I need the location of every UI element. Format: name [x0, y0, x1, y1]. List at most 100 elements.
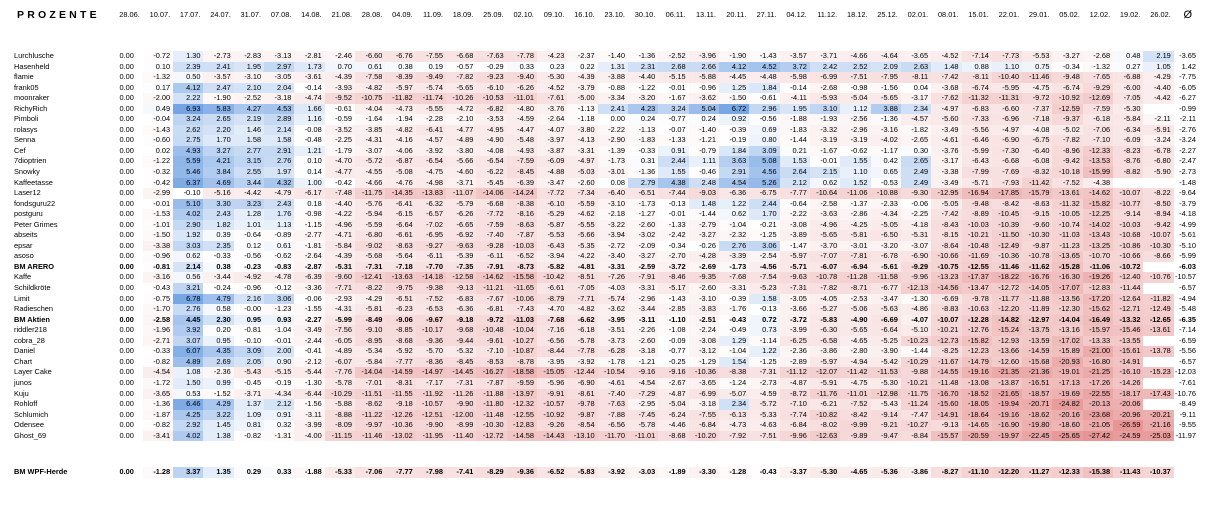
table-cell: -3.62 — [688, 93, 719, 104]
table-cell: -7.72 — [476, 209, 507, 220]
table-cell: -3.07 — [355, 145, 386, 157]
column-header: 17.07. — [179, 10, 201, 19]
table-cell: -5.78 — [324, 377, 356, 389]
table-cell: 0.80 — [749, 135, 780, 146]
table-cell: -9.30 — [900, 188, 932, 199]
table-cell: 0.92 — [718, 114, 750, 125]
table-cell: 1.38 — [203, 430, 234, 442]
table-cell: -21.16 — [1143, 420, 1174, 431]
table-row: abseits 0.00 -1.50 1.92 0.39 -0.64 -0.89 -2.77-… — [0, 230, 1216, 241]
table-cell: -2.60 — [688, 283, 719, 294]
table-row: junos 0.00 -1.72 1.50 0.99 -0.45 -0.19 -1.30 -5.… — [0, 377, 1216, 389]
table-cell: 1.22 — [718, 198, 750, 210]
table-cell: -3.37 — [779, 467, 810, 478]
table-cell: -6.10 — [476, 82, 507, 94]
row-name: Lurchlusche — [14, 51, 54, 60]
table-cell: 0.00 — [119, 209, 134, 219]
table-cell: -4.90 — [476, 135, 507, 146]
table-cell: -2.59 — [627, 261, 659, 273]
table-cell: -4.82 — [385, 124, 416, 136]
row-average: -3.24 — [1179, 135, 1196, 145]
table-cell: -8.88 — [324, 409, 356, 421]
table-cell: 2.62 — [173, 124, 204, 136]
table-cell: 0.00 — [119, 388, 134, 398]
table-cell: -0.26 — [699, 240, 716, 250]
table-cell: -1.52 — [203, 389, 233, 400]
table-row: Daniel 0.00 -0.33 6.07 4.35 3.09 2.00 -0.41 -4.8… — [0, 346, 1216, 357]
table-cell: -12.41 — [355, 272, 386, 284]
table-cell: -21.00 — [1082, 346, 1114, 357]
table-cell: -3.20 — [870, 240, 901, 252]
table-cell: -4.48 — [749, 72, 780, 83]
table-cell: -18.62 — [1022, 409, 1053, 421]
table-cell: -12.60 — [991, 356, 1023, 368]
table-cell: 0.00 — [119, 467, 134, 477]
table-cell: -0.62 — [274, 251, 292, 261]
table-cell: -4.90 — [840, 314, 871, 326]
table-cell: -5.88 — [688, 72, 719, 83]
table-cell: -4.57 — [900, 114, 932, 125]
table-cell: -3.30 — [688, 467, 719, 478]
table-cell: 0.39 — [203, 230, 234, 241]
column-header: 05.02. — [1059, 10, 1080, 19]
table-cell: -7.31 — [446, 377, 477, 389]
table-cell: -6.15 — [385, 209, 416, 220]
table-cell: -2.83 — [233, 51, 265, 62]
table-cell: -4.34 — [264, 388, 295, 400]
table-cell: 0.32 — [264, 420, 294, 431]
row-name: Pimboli — [14, 114, 39, 124]
table-cell: -10.54 — [597, 367, 628, 378]
table-cell: -17.13 — [1052, 377, 1083, 389]
column-header: 29.01. — [1028, 10, 1050, 19]
table-cell: -13.83 — [415, 188, 447, 199]
table-cell: -7.10 — [1082, 135, 1114, 146]
table-cell: -3.44 — [203, 272, 234, 284]
table-cell: -12.73 — [931, 335, 962, 347]
table-cell: -5.00 — [567, 93, 598, 104]
table-cell: -4.98 — [415, 177, 447, 189]
table-cell: -8.11 — [900, 72, 932, 83]
table-cell: -1.88 — [779, 114, 810, 125]
table-cell: -11.48 — [931, 377, 962, 389]
table-cell: 4.93 — [173, 145, 204, 157]
table-cell: -1.44 — [901, 346, 931, 357]
table-cell: -1.32 — [143, 72, 173, 83]
table-cell: -10.21 — [961, 230, 992, 241]
table-cell: -3.47 — [870, 293, 901, 305]
table-row: Kuju 0.00 -3.65 0.53 -1.52 -3.71 -4.34 -6.44 -10… — [0, 388, 1216, 400]
table-cell: -17.85 — [991, 188, 1023, 199]
table-cell: -1.08 — [658, 325, 688, 336]
row-name: riddler218 — [14, 325, 47, 335]
table-cell: -2.46 — [324, 51, 356, 62]
table-cell: -6.99 — [809, 72, 841, 83]
table-cell: -6.24 — [658, 409, 689, 421]
column-header: 28.08. — [361, 10, 383, 19]
table-cell: -3.49 — [931, 124, 962, 136]
table-cell: -13.97 — [506, 388, 537, 400]
table-cell: -3.86 — [809, 346, 841, 357]
table-cell: -6.05 — [324, 335, 356, 347]
table-cell: 4.56 — [749, 167, 780, 178]
row-name: Laser12 — [14, 188, 41, 198]
row-name: Odensee — [14, 420, 44, 430]
table-cell: -11.88 — [476, 388, 507, 400]
table-cell: -7.31 — [779, 283, 810, 294]
table-cell: 5.46 — [173, 167, 204, 178]
table-cell: -12.30 — [1052, 304, 1083, 315]
table-row: Kaffeetasse 0.00 -0.42 6.37 4.69 3.44 4.32 1.00… — [0, 177, 1216, 189]
table-cell: 0.73 — [749, 325, 780, 336]
table-cell: 3.06 — [749, 240, 780, 252]
table-cell: 2.20 — [203, 124, 234, 136]
table-cell: 1.95 — [233, 61, 265, 73]
table-cell: -9.16 — [627, 367, 659, 378]
table-cell: 4.21 — [203, 156, 234, 168]
table-cell: -1.33 — [658, 135, 688, 146]
table-cell: -3.41 — [142, 430, 174, 442]
table-cell: -5.65 — [870, 93, 901, 104]
table-cell: -7.54 — [749, 272, 780, 284]
table-cell: -5.04 — [840, 93, 871, 104]
table-cell: -8.63 — [1022, 198, 1053, 210]
table-cell: -6.64 — [870, 325, 901, 336]
table-cell: -5.29 — [537, 209, 568, 220]
row-name: BM Aktien — [14, 314, 50, 324]
